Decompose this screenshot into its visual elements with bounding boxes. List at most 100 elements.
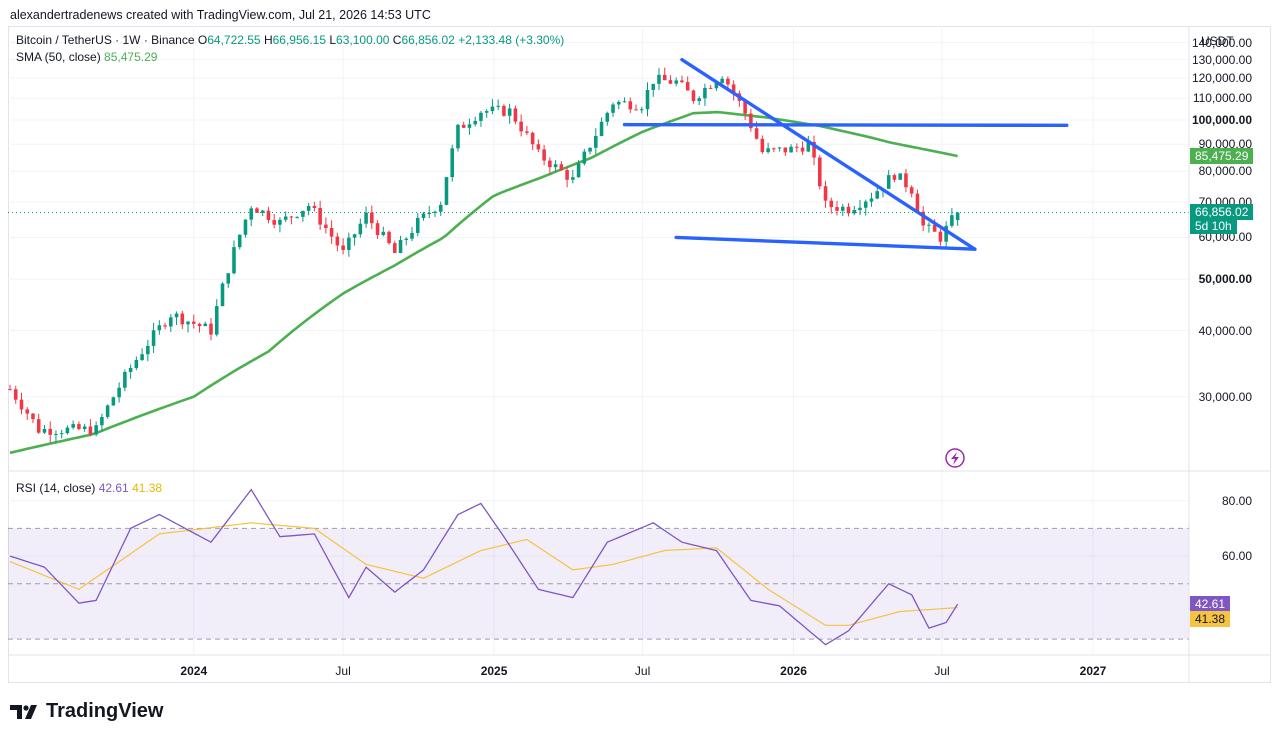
trendline[interactable] — [674, 235, 977, 251]
trendlines — [622, 57, 1069, 251]
candle — [306, 202, 311, 216]
candle — [731, 80, 736, 101]
currency-label[interactable]: USDT — [1201, 34, 1234, 48]
symbol-name: Bitcoin / TetherUS · 1W · Binance — [16, 33, 195, 47]
candle — [329, 220, 334, 244]
candle — [571, 169, 575, 184]
candle — [789, 144, 793, 153]
candle — [77, 421, 81, 431]
attribution: alexandertradenews created with TradingV… — [10, 8, 431, 22]
candle — [174, 311, 179, 326]
candle — [536, 139, 541, 153]
candle — [628, 97, 633, 114]
low-value: 63,100.00 — [336, 33, 390, 47]
candle — [255, 207, 259, 213]
candle — [283, 211, 288, 222]
candle — [760, 135, 765, 154]
candle — [352, 233, 357, 246]
symbol-legend[interactable]: Bitcoin / TetherUS · 1W · Binance O64,72… — [16, 33, 565, 47]
candle — [140, 348, 144, 362]
candle — [829, 197, 834, 214]
candle — [31, 412, 35, 424]
rsi-line — [9, 488, 959, 646]
candle — [502, 104, 506, 117]
candle — [13, 385, 18, 404]
candle — [657, 68, 661, 90]
candle — [594, 128, 598, 155]
candle — [456, 123, 460, 152]
candle — [703, 83, 707, 106]
candle — [358, 218, 363, 238]
candle — [94, 421, 98, 437]
candle — [582, 148, 587, 166]
candle — [944, 221, 948, 248]
candle — [530, 131, 535, 151]
candle — [88, 419, 93, 437]
candle — [634, 104, 638, 111]
rsi-label: RSI (14, close) — [16, 481, 96, 495]
trendline[interactable] — [680, 57, 977, 251]
sma-value: 85,475.29 — [104, 50, 158, 64]
change-value: +2,133.48 (+3.30%) — [458, 33, 565, 47]
price-tick-label: 90,000.00 — [1198, 137, 1252, 152]
price-tick-label: 30,000.00 — [1198, 389, 1252, 404]
candle — [904, 168, 908, 193]
tradingview-logo[interactable]: TradingView — [10, 700, 163, 723]
candle — [186, 320, 190, 333]
candle — [433, 210, 437, 217]
candle — [111, 396, 116, 406]
sma-price-tag: 85,475.29 — [1190, 148, 1254, 165]
candle — [243, 219, 248, 238]
trendline[interactable] — [622, 122, 1069, 128]
candle — [387, 230, 391, 245]
rsi-ma-value: 41.38 — [132, 481, 163, 495]
candle — [289, 215, 294, 225]
price-tick-label: 40,000.00 — [1198, 323, 1252, 338]
candle — [364, 206, 368, 228]
candle — [548, 157, 552, 174]
tradingview-icon — [10, 704, 37, 719]
candle — [169, 314, 173, 333]
price-tick-label: 80,000.00 — [1198, 164, 1252, 179]
candle — [645, 82, 650, 117]
candle — [496, 99, 500, 110]
candle — [840, 203, 845, 216]
candle — [772, 147, 776, 153]
candle — [766, 142, 770, 154]
candle — [71, 420, 75, 430]
time-tick-label: Jul — [335, 664, 351, 678]
candle — [25, 407, 30, 420]
candle — [915, 189, 920, 212]
candle — [341, 238, 345, 255]
candle — [232, 240, 236, 275]
candle — [818, 155, 822, 190]
rsi-ma-tag: 41.38 — [1190, 611, 1231, 628]
lightning-icon[interactable] — [945, 448, 965, 468]
candle — [812, 135, 816, 166]
candle — [795, 143, 799, 153]
candle — [622, 97, 627, 103]
candle — [128, 364, 133, 379]
candle — [272, 214, 276, 229]
candle — [519, 114, 523, 137]
close-value: 66,856.02 — [401, 33, 455, 47]
candle — [576, 160, 581, 178]
candle — [950, 208, 954, 228]
candle — [421, 212, 426, 221]
rsi-ma-line — [9, 522, 958, 626]
rsi-legend[interactable]: RSI (14, close) 42.61 41.38 — [16, 481, 162, 495]
last-price-tag: 66,856.02 — [1190, 203, 1254, 220]
candle — [484, 109, 489, 118]
sma-legend[interactable]: SMA (50, close) 85,475.29 — [16, 50, 157, 64]
candle — [82, 423, 87, 432]
candle — [249, 206, 253, 227]
candle — [662, 67, 667, 81]
candle — [823, 180, 828, 208]
candle — [588, 147, 592, 155]
candle — [513, 105, 518, 125]
candle — [720, 76, 724, 84]
candle — [105, 404, 110, 419]
candle — [237, 234, 242, 250]
candle — [19, 392, 24, 415]
